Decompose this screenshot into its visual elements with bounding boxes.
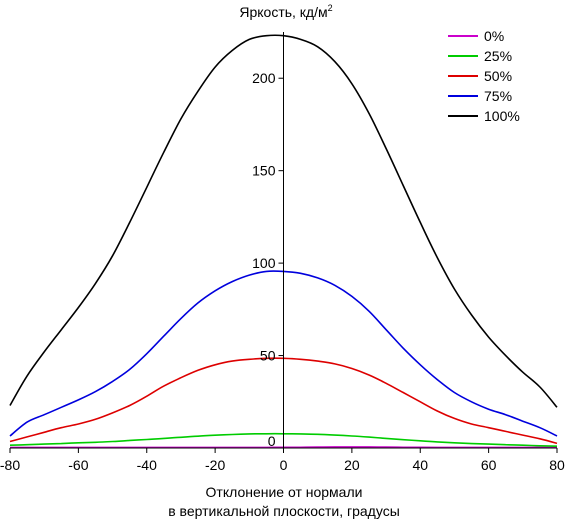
legend-item-100pct: 100%: [448, 108, 520, 124]
x-tick-label: -80: [0, 457, 20, 473]
y-tick-label: 100: [252, 255, 276, 271]
legend: 0% 25% 50% 75% 100%: [448, 28, 520, 124]
x-tick-label: -40: [137, 457, 157, 473]
x-tick-label: -20: [205, 457, 225, 473]
legend-item-0pct: 0%: [448, 28, 504, 44]
y-tick-label: 50: [260, 348, 276, 364]
legend-label: 25%: [484, 48, 512, 64]
x-tick-label: 40: [412, 457, 428, 473]
y-tick-label: 200: [252, 70, 276, 86]
x-axis: -80 -60 -40 -20 0 20 40 60 80: [0, 447, 565, 473]
x-tick-label: 0: [280, 457, 288, 473]
x-tick-label: 20: [344, 457, 360, 473]
y-axis-title: Яркость, кд/м2: [239, 3, 332, 20]
y-axis-title-superscript: 2: [328, 3, 333, 13]
legend-item-25pct: 25%: [448, 48, 512, 64]
legend-item-75pct: 75%: [448, 88, 512, 104]
y-axis: 0 50 100 150 200: [252, 32, 284, 449]
x-tick-label: 60: [481, 457, 497, 473]
x-axis-title-line1: Отклонение от нормали: [206, 484, 363, 500]
x-tick-label: -60: [68, 457, 88, 473]
legend-item-50pct: 50%: [448, 68, 512, 84]
y-tick-label: 0: [268, 433, 276, 449]
x-axis-title-line2: в вертикальной плоскости, градусы: [168, 503, 400, 519]
legend-label: 0%: [484, 28, 504, 44]
legend-label: 100%: [484, 108, 520, 124]
legend-label: 50%: [484, 68, 512, 84]
x-tick-label: 80: [549, 457, 565, 473]
legend-label: 75%: [484, 88, 512, 104]
y-axis-title-text: Яркость, кд/м: [239, 4, 327, 20]
y-tick-label: 150: [252, 163, 276, 179]
